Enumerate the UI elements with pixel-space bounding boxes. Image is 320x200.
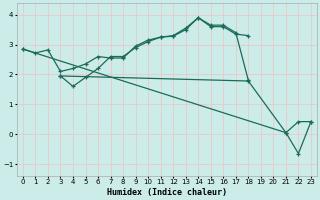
X-axis label: Humidex (Indice chaleur): Humidex (Indice chaleur) <box>107 188 227 197</box>
